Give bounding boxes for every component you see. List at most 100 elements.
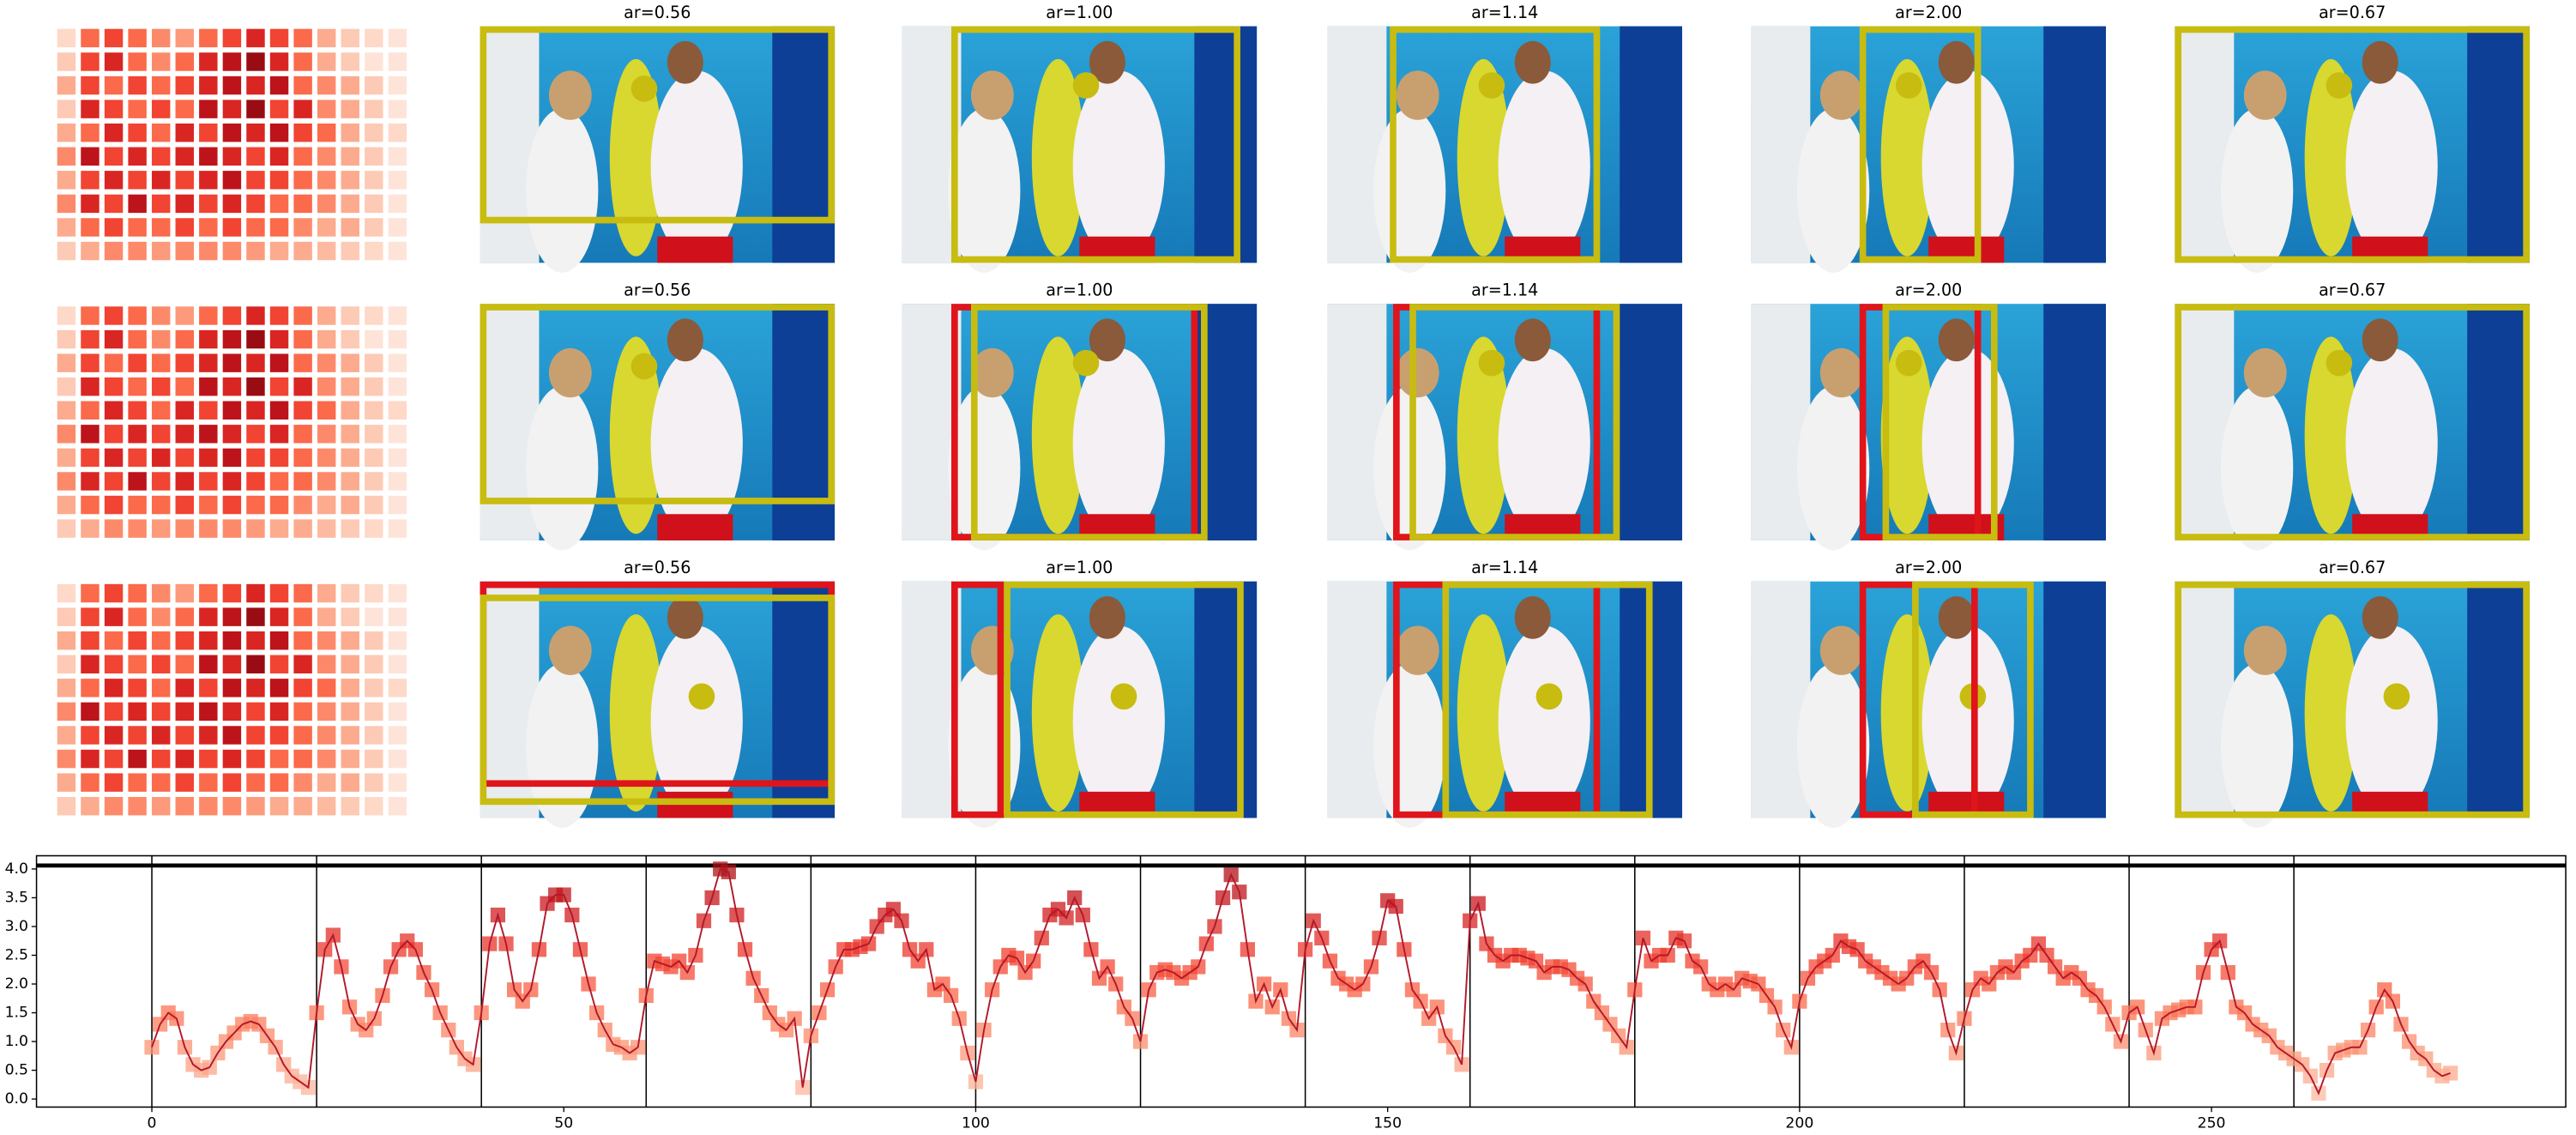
heatmap-cell — [222, 519, 242, 538]
person-mid — [609, 336, 663, 534]
heatmap-cell — [151, 425, 171, 444]
heatmap-cell — [175, 448, 194, 468]
heatmap-cell — [81, 52, 100, 71]
person-right — [2345, 625, 2438, 817]
heatmap-cell — [128, 631, 147, 650]
keypoint — [630, 353, 658, 380]
heatmap-cell — [246, 749, 265, 769]
heatmap-cell — [57, 749, 76, 769]
head — [1514, 318, 1551, 362]
heatmap-cell — [104, 583, 124, 603]
heatmap-cell — [341, 607, 359, 626]
heatmap-cell — [246, 171, 265, 190]
heatmap-cell — [222, 147, 242, 166]
heatmap-cell — [151, 679, 171, 697]
heatmap-cell — [151, 147, 171, 166]
heatmap-cell — [365, 353, 383, 372]
heatmap-cell — [293, 75, 312, 95]
person-right — [650, 70, 743, 262]
heatmap-cell — [175, 218, 194, 237]
heatmap-cell — [269, 749, 289, 769]
head — [2362, 40, 2398, 84]
heatmap-cell — [293, 52, 312, 71]
heatmap-cell — [246, 306, 265, 325]
heatmap-cell — [293, 123, 312, 142]
heatmap-cell — [246, 28, 265, 48]
person-mid — [2304, 58, 2357, 257]
heatmap-cell — [317, 448, 336, 468]
heatmap-cell — [151, 749, 171, 769]
person-mid — [609, 58, 663, 257]
heatmap-cell — [128, 749, 147, 769]
heatmap-cell — [199, 100, 218, 118]
heatmap-cell — [199, 218, 218, 237]
heatmap-cell — [128, 100, 147, 118]
heatmap-cell — [293, 448, 312, 468]
heatmap-cell — [269, 631, 289, 650]
heatmap-cell — [81, 472, 100, 491]
y-tick-label: 3.0 — [5, 918, 28, 935]
heatmap-cell — [81, 679, 100, 697]
y-tick-label: 4.0 — [5, 860, 28, 878]
heatmap-cell — [199, 377, 218, 396]
heatmap-cell — [365, 123, 383, 142]
bbox — [1442, 581, 1653, 818]
heatmap-cell — [293, 726, 312, 745]
heatmap-cell — [57, 100, 76, 118]
head — [1089, 40, 1125, 84]
heatmap-cell — [151, 100, 171, 118]
heatmap-cell — [128, 171, 147, 190]
heatmap-cell — [81, 218, 100, 237]
heatmap-cell — [341, 495, 359, 515]
heatmap-cell — [222, 28, 242, 48]
heatmap-cell — [269, 306, 289, 325]
heatmap-cell — [246, 123, 265, 142]
heatmap-cell — [293, 353, 312, 372]
heatmap-cell — [365, 306, 383, 325]
heatmap-cell — [317, 123, 336, 142]
heatmap-cell — [81, 353, 100, 372]
heatmap-cell — [175, 425, 194, 444]
heatmap-cell — [128, 28, 147, 48]
heatmap-cell — [317, 147, 336, 166]
heatmap-cell — [151, 583, 171, 603]
heatmap-cell — [293, 519, 312, 538]
heatmap-cell — [222, 425, 242, 444]
heatmap-cell — [151, 519, 171, 538]
heatmap-cell — [199, 519, 218, 538]
heatmap-cell — [199, 495, 218, 515]
heatmap-cell — [341, 52, 359, 71]
line-plot: 0.0 0.5 1.0 1.5 2.0 2.5 3.0 3.5 4.0 0 50 100 150 200 2… — [5, 854, 2567, 1132]
panel-title: ar=0.56 — [624, 558, 691, 577]
heatmap-cell — [222, 241, 242, 261]
head — [970, 347, 1014, 398]
heatmap-cell — [81, 726, 100, 745]
heatmap-cell — [365, 147, 383, 166]
person-left — [1797, 108, 1870, 273]
heatmap-cell — [269, 607, 289, 626]
head — [2243, 625, 2287, 675]
y-tick-label: 0.5 — [5, 1062, 28, 1079]
heatmap-cell — [269, 726, 289, 745]
heatmap-cell — [57, 377, 76, 396]
heatmap-cell — [388, 679, 407, 697]
panel-title: ar=1.00 — [1046, 558, 1113, 577]
heatmap-cell — [104, 123, 124, 142]
heatmap-cell — [175, 655, 194, 673]
photo — [2175, 304, 2530, 551]
head — [667, 40, 703, 84]
heatmap-cell — [341, 702, 359, 721]
keypoint — [1478, 349, 1505, 377]
person-mid — [2304, 336, 2357, 534]
person-right — [1921, 70, 2014, 262]
keypoint — [1478, 72, 1505, 99]
heatmap-cell — [222, 377, 242, 396]
heatmap-cell — [128, 123, 147, 142]
heatmap-cell — [388, 401, 407, 420]
heatmap-cell — [341, 448, 359, 468]
keypoint — [1072, 349, 1100, 377]
heatmap-cell — [388, 519, 407, 538]
heatmap-cell — [317, 726, 336, 745]
heatmap-cell — [317, 100, 336, 118]
heatmap-cell — [151, 75, 171, 95]
